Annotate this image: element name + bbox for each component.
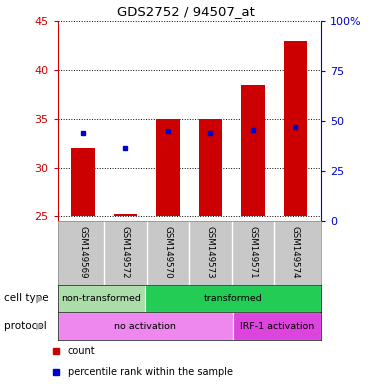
Text: no activation: no activation [114,321,176,331]
Text: ▶: ▶ [36,321,44,331]
Text: cell type: cell type [4,293,48,303]
Text: GSM149570: GSM149570 [164,226,173,278]
Bar [233,312,321,340]
Text: non-transformed: non-transformed [62,294,141,303]
Bar [71,148,95,216]
Text: GSM149572: GSM149572 [121,226,130,278]
Text: percentile rank within the sample: percentile rank within the sample [68,367,233,377]
Text: transformed: transformed [204,294,263,303]
Text: GSM149573: GSM149573 [206,226,215,278]
Bar [241,84,265,216]
Bar [199,119,222,216]
Bar [58,312,233,340]
Bar [156,119,180,216]
Text: ▶: ▶ [36,293,44,303]
Text: IRF-1 activation: IRF-1 activation [240,321,314,331]
Text: GSM149574: GSM149574 [291,226,300,278]
Text: GSM149571: GSM149571 [249,226,257,278]
Text: protocol: protocol [4,321,46,331]
Text: GSM149569: GSM149569 [79,226,88,278]
Bar [114,214,137,216]
Bar [58,285,145,312]
Bar [145,285,321,312]
Text: GDS2752 / 94507_at: GDS2752 / 94507_at [116,5,255,18]
Bar [284,41,307,216]
Text: count: count [68,346,95,356]
